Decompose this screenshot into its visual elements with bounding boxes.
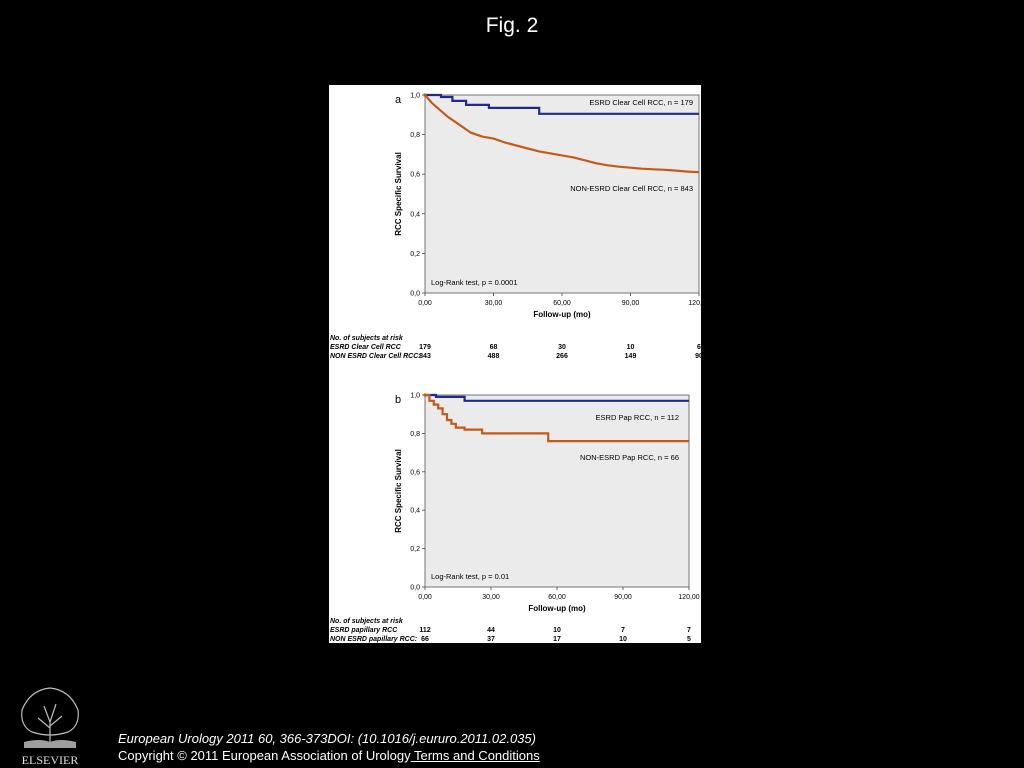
risk-0-row-value: 90: [695, 353, 703, 360]
citation-text: European Urology 2011 60, 366-373DOI: (1…: [118, 731, 536, 746]
chart-0-series-label-0: ESRD Clear Cell RCC, n = 179: [589, 98, 693, 107]
chart-0-x-tick-label: 60,00: [553, 300, 571, 307]
chart-panel-a: a 0,0 0,2 0,4 0,6 0,8 1,0 0,00 30,00 60,00 90,00 12…: [329, 85, 701, 335]
chart-0-y-axis-label: RCC Specific Survival: [394, 152, 403, 236]
chart-1-panel-label: b: [395, 394, 401, 406]
risk-1-header: No. of subjects at risk: [330, 618, 403, 625]
chart-0-series-line-1: [424, 94, 700, 174]
elsevier-logo: ELSEVIER: [10, 680, 90, 768]
chart-1-y-tick-label: 0,0: [410, 585, 420, 592]
chart-0-y-tick-label: 0,8: [410, 132, 420, 139]
risk-1-row-value: 44: [487, 627, 495, 634]
risk-0-row-1: NON ESRD Clear Cell RCC: 843 488 266 149 90: [330, 353, 703, 362]
risk-1-row-value: 66: [421, 636, 429, 643]
risk-1-row-value: 7: [687, 627, 691, 634]
chart-1-y-tick-label: 0,2: [410, 546, 420, 553]
terms-link[interactable]: Terms and Conditions: [410, 748, 540, 763]
risk-0-row-value: 149: [624, 353, 637, 360]
chart-1-x-tick-label: 0,00: [418, 594, 432, 601]
chart-0-series-label-1: NON-ESRD Clear Cell RCC, n = 843: [570, 184, 693, 193]
chart-1-y-axis-label: RCC Specific Survival: [394, 449, 403, 533]
risk-0-row-value: 10: [626, 344, 635, 351]
risk-table-b: No. of subjects at risk ESRD papillary RC…: [330, 618, 700, 645]
chart-0-y-tick-label: 0,4: [410, 211, 420, 218]
chart-panel-b: b 0,0 0,2 0,4 0,6 0,8 1,0 0,00 30,00 60,00 90,00 12…: [329, 385, 701, 620]
risk-1-row-value: 7: [621, 627, 625, 634]
chart-1-y-tick-label: 1,0: [410, 393, 420, 400]
risk-1-row-value: 112: [419, 627, 431, 634]
risk-0-row-value: 179: [419, 344, 431, 351]
chart-1-y-tick-label: 0,6: [410, 469, 420, 476]
chart-0-x-tick-label: 90,00: [622, 300, 640, 307]
copyright-line: Copyright © 2011 European Association of…: [118, 747, 540, 764]
risk-0-row-value: 30: [558, 344, 566, 351]
chart-0-x-axis-label: Follow-up (mo): [533, 310, 591, 319]
chart-0-plot-area: [424, 94, 700, 294]
risk-1-row-label: ESRD papillary RCC: [330, 627, 398, 634]
chart-1-series-label-0: ESRD Pap RCC, n = 112: [596, 413, 679, 422]
chart-0-x-tick-label: 120,00: [688, 300, 701, 307]
chart-1-log-rank-annotation: Log-Rank test, p = 0.01: [431, 572, 509, 581]
chart-1-series-label-1: NON-ESRD Pap RCC, n = 66: [580, 453, 679, 462]
risk-1-row-value: 37: [487, 636, 495, 643]
chart-1-y-tick-label: 0,8: [410, 431, 420, 438]
risk-0-row-value: 266: [556, 353, 568, 360]
chart-0-y-tick-label: 0,2: [410, 251, 420, 258]
chart-0-panel-label: a: [395, 94, 402, 106]
chart-1-series-start-point-1: [423, 393, 427, 397]
risk-0-row-value: 6: [697, 344, 701, 351]
chart-1-y-tick-label: 0,4: [410, 508, 420, 515]
survival-chart-b: b 0,0 0,2 0,4 0,6 0,8 1,0 0,00 30,00 60,00 90,00 12…: [394, 393, 700, 614]
chart-0-y-tick-label: 1,0: [410, 93, 420, 100]
risk-1-row-value: 5: [687, 636, 691, 643]
survival-chart-a: a 0,0 0,2 0,4 0,6 0,8 1,0 0,00 30,00 60,00 90,00 12…: [394, 93, 701, 320]
chart-0-x-tick-label: 30,00: [485, 300, 503, 307]
chart-1-series-line-0: [425, 393, 689, 402]
chart-1-x-tick-label: 60,00: [548, 594, 566, 601]
risk-0-row-label: NON ESRD Clear Cell RCC:: [330, 353, 421, 360]
publisher-name: ELSEVIER: [22, 753, 79, 767]
chart-1-x-axis-label: Follow-up (mo): [528, 604, 586, 613]
chart-1-x-tick-label: 30,00: [482, 594, 500, 601]
risk-1-row-1: NON ESRD papillary RCC: 66 37 17 10 5: [330, 636, 700, 645]
figure-panel: a 0,0 0,2 0,4 0,6 0,8 1,0 0,00 30,00 60,00 90,00 12…: [329, 85, 703, 645]
risk-1-row-label: NON ESRD papillary RCC:: [330, 636, 418, 643]
risk-table-a: No. of subjects at risk ESRD Clear Cell R…: [330, 335, 703, 362]
chart-0-series-start-point-1: [423, 93, 427, 97]
chart-0-series-line-0: [425, 93, 699, 115]
risk-0-header: No. of subjects at risk: [330, 335, 403, 342]
risk-0-row-label: ESRD Clear Cell RCC: [330, 344, 401, 351]
risk-1-row-value: 17: [553, 636, 561, 643]
chart-1-plot-area: [424, 394, 690, 588]
chart-0-y-tick-label: 0,6: [410, 172, 420, 179]
risk-1-row-value: 10: [553, 627, 561, 634]
risk-0-row-value: 843: [419, 353, 431, 360]
risk-0-row-value: 488: [487, 353, 500, 360]
footer: European Urology 2011 60, 366-373DOI: (1…: [118, 730, 540, 764]
chart-0-x-tick-label: 0,00: [418, 300, 432, 307]
chart-1-series-line-1: [425, 393, 689, 443]
risk-1-row-value: 10: [619, 636, 627, 643]
figure-title: Fig. 2: [485, 14, 539, 37]
chart-0-y-tick-label: 0,0: [410, 291, 420, 298]
copyright-text: Copyright © 2011 European Association of…: [118, 748, 411, 763]
chart-0-log-rank-annotation: Log-Rank test, p = 0.0001: [431, 278, 518, 287]
chart-1-x-tick-label: 90,00: [614, 594, 632, 601]
risk-0-row-value: 68: [489, 344, 498, 351]
risk-1-row-0: ESRD papillary RCC 112 44 10 7 7: [330, 627, 700, 636]
risk-0-row-0: ESRD Clear Cell RCC 179 68 30 10 6: [330, 344, 701, 353]
chart-1-x-tick-label: 120,00: [678, 594, 700, 601]
